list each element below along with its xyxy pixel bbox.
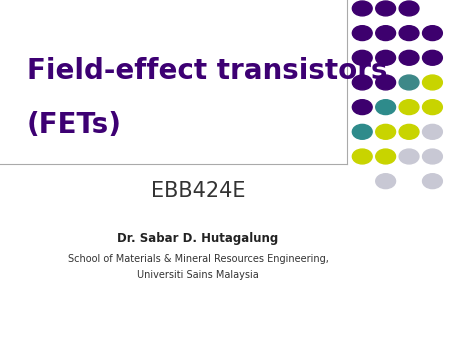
Circle shape <box>352 26 372 41</box>
Text: Field-effect transistors: Field-effect transistors <box>27 57 387 85</box>
Circle shape <box>376 149 396 164</box>
Circle shape <box>399 124 419 139</box>
Text: Universiti Sains Malaysia: Universiti Sains Malaysia <box>137 270 259 281</box>
Circle shape <box>423 50 442 65</box>
Text: Dr. Sabar D. Hutagalung: Dr. Sabar D. Hutagalung <box>117 232 279 245</box>
Circle shape <box>352 124 372 139</box>
Circle shape <box>376 1 396 16</box>
Text: EBB424E: EBB424E <box>151 181 245 201</box>
Circle shape <box>399 149 419 164</box>
Circle shape <box>423 124 442 139</box>
Circle shape <box>376 75 396 90</box>
Circle shape <box>352 1 372 16</box>
Circle shape <box>352 100 372 115</box>
Circle shape <box>423 75 442 90</box>
Circle shape <box>376 174 396 189</box>
Circle shape <box>376 124 396 139</box>
Circle shape <box>423 26 442 41</box>
Circle shape <box>352 75 372 90</box>
Circle shape <box>352 50 372 65</box>
Circle shape <box>399 1 419 16</box>
Text: (FETs): (FETs) <box>27 111 122 139</box>
Text: School of Materials & Mineral Resources Engineering,: School of Materials & Mineral Resources … <box>68 254 328 264</box>
Circle shape <box>352 149 372 164</box>
Circle shape <box>399 26 419 41</box>
Circle shape <box>376 100 396 115</box>
Circle shape <box>399 50 419 65</box>
Circle shape <box>399 75 419 90</box>
Circle shape <box>376 26 396 41</box>
Circle shape <box>376 50 396 65</box>
Circle shape <box>423 100 442 115</box>
Circle shape <box>423 149 442 164</box>
Circle shape <box>399 100 419 115</box>
Circle shape <box>423 174 442 189</box>
